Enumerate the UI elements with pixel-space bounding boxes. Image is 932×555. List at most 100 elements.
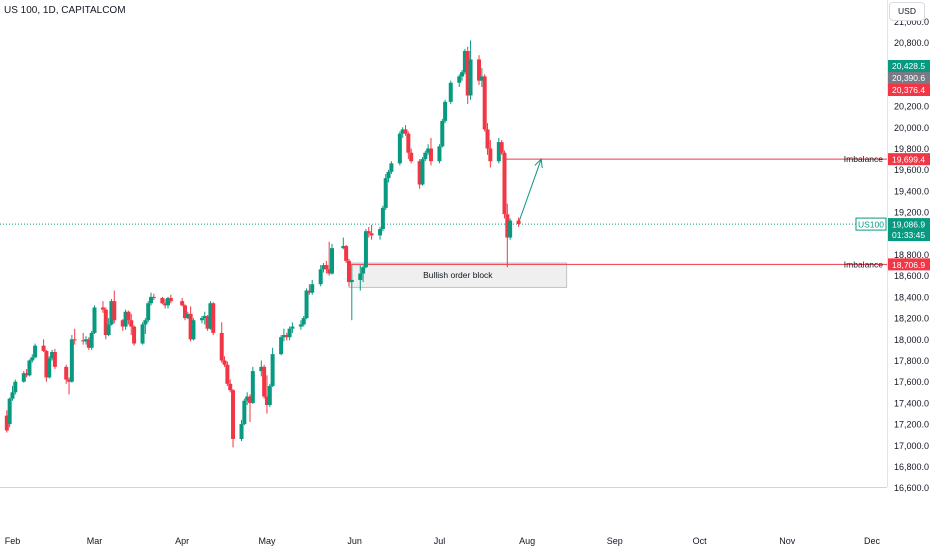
candle-down: [505, 214, 510, 238]
order-block-layer: Bullish order block: [348, 262, 568, 288]
price-label-tag: [888, 72, 930, 84]
candle-up: [50, 352, 55, 359]
candle-down: [160, 297, 165, 304]
candle-down: [327, 269, 332, 274]
candle-up: [270, 354, 275, 386]
candle-up: [361, 267, 366, 274]
candle-up: [69, 339, 74, 382]
candle-up: [185, 313, 190, 319]
candle-down: [409, 152, 414, 162]
candle-up: [287, 328, 292, 338]
imbalance-price-tag: [888, 153, 930, 166]
current-price-text: 19,086.9: [892, 220, 925, 230]
candle-up: [330, 248, 334, 274]
candle-down: [477, 59, 482, 81]
y-tick-label: 18,800.0: [894, 250, 929, 260]
y-tick-label: 18,000.0: [894, 335, 929, 345]
candle-up: [298, 324, 303, 327]
projection-arrow-head: [534, 158, 543, 169]
candle-up: [250, 371, 255, 403]
candle-down: [188, 313, 193, 340]
candle-down: [225, 364, 230, 384]
candle-up: [245, 396, 250, 401]
y-tick-label: 18,200.0: [894, 314, 929, 324]
currency-selector[interactable]: USD: [889, 2, 925, 21]
candle-down: [344, 246, 349, 261]
candle-up: [47, 358, 52, 378]
candle-up: [460, 72, 465, 77]
y-tick-label: 16,600.0: [894, 483, 929, 493]
price-label-tag: [888, 60, 930, 72]
candle-up: [349, 279, 354, 283]
candle-down: [120, 320, 125, 327]
candle-up: [106, 324, 111, 336]
candle-down: [403, 129, 408, 134]
candle-down: [72, 339, 77, 341]
price-label-text: 20,390.6: [892, 73, 925, 83]
x-tick-label: Mar: [87, 536, 103, 546]
candle-up: [457, 76, 462, 83]
candle-up: [380, 207, 385, 230]
candle-up: [443, 101, 448, 121]
candle-up: [462, 50, 467, 73]
x-tick-label: May: [258, 536, 276, 546]
candle-down: [428, 148, 433, 162]
candle-up: [479, 76, 484, 81]
candle-up: [199, 318, 204, 321]
candle-up: [13, 381, 18, 393]
candle-down: [41, 345, 46, 351]
imbalance-label: Imbalance: [844, 154, 883, 164]
candle-up: [149, 296, 154, 304]
candle-up: [208, 303, 213, 329]
x-tick-label: Oct: [693, 536, 708, 546]
candle-down: [44, 350, 49, 378]
candle-up: [341, 246, 346, 249]
y-tick-label: 20,000.0: [894, 123, 929, 133]
candle-up: [267, 385, 272, 406]
imbalance-price-text: 19,699.4: [892, 155, 925, 165]
symbol-tag-text: US100: [858, 220, 884, 230]
candle-down: [52, 352, 57, 367]
y-tick-label: 21,000.0: [894, 17, 929, 27]
candle-down: [346, 260, 351, 283]
candle-up: [386, 171, 391, 179]
candle-up: [279, 337, 284, 355]
candle-up: [140, 324, 145, 344]
candle-up: [191, 320, 196, 340]
x-tick-label: Feb: [5, 536, 21, 546]
current-price-tag: [888, 218, 930, 242]
countdown-text: 01:33:45: [892, 230, 925, 240]
candle-down: [264, 396, 269, 406]
y-tick-label: 18,400.0: [894, 292, 929, 302]
symbol-tag: [855, 217, 887, 231]
candle-up: [400, 129, 405, 134]
candle-down: [126, 311, 131, 321]
y-tick-label: 16,800.0: [894, 462, 929, 472]
candle-up: [397, 133, 402, 164]
price-label-tag: [888, 84, 930, 96]
imbalance-price-text: 18,706.9: [892, 260, 925, 270]
candle-up: [10, 392, 15, 399]
y-tick-label: 17,800.0: [894, 356, 929, 366]
candle-up: [310, 284, 315, 293]
candle-down: [417, 161, 422, 185]
candle-up: [437, 146, 442, 162]
candle-down: [64, 366, 69, 380]
candle-up: [143, 320, 148, 325]
y-tick-label: 19,400.0: [894, 186, 929, 196]
price-label-text: 20,428.5: [892, 61, 925, 71]
x-tick-label: Jul: [434, 536, 446, 546]
y-tick-label: 19,800.0: [894, 144, 929, 154]
candle-down: [163, 303, 168, 306]
candle-up: [27, 360, 32, 376]
candle-down: [499, 142, 504, 153]
candle-down: [86, 339, 91, 348]
candle-down: [132, 326, 137, 344]
price-label-text: 20,376.4: [892, 85, 925, 95]
candle-up: [423, 152, 428, 160]
candle-up: [84, 339, 88, 342]
x-tick-label: Apr: [175, 536, 189, 546]
